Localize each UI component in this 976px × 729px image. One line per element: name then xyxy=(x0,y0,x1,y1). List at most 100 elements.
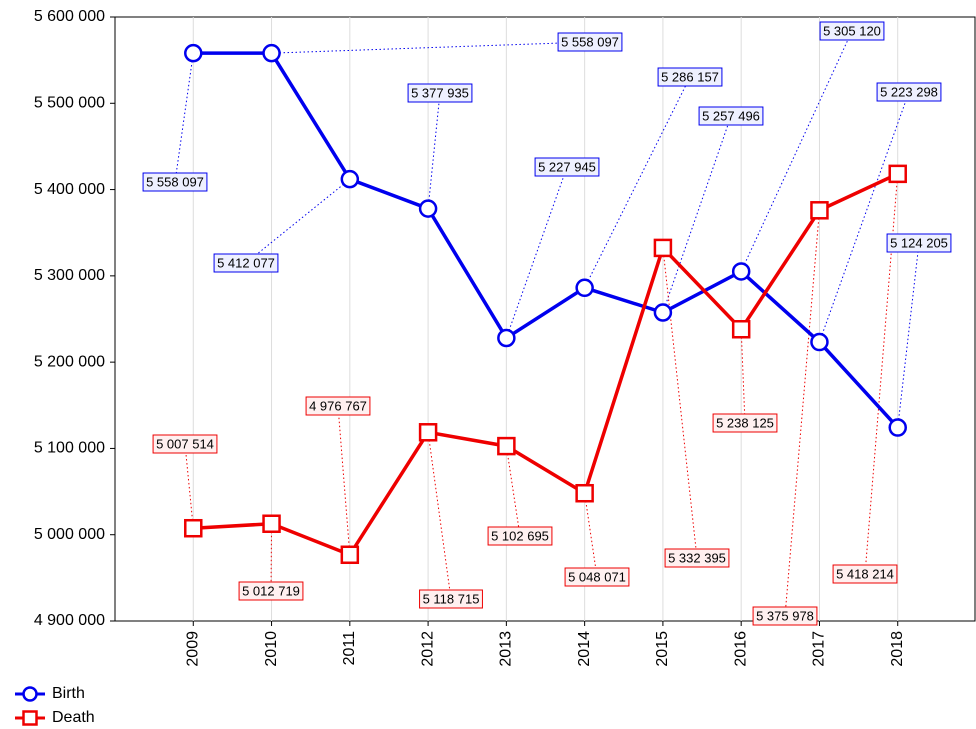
point xyxy=(340,545,360,565)
y-tick-label: 5 200 000 xyxy=(34,353,105,370)
value-label: 5 305 120 xyxy=(823,23,881,38)
point xyxy=(184,518,203,538)
point xyxy=(418,423,438,442)
value-label-box xyxy=(819,21,885,41)
point xyxy=(497,436,516,456)
legend-marker xyxy=(22,710,38,726)
x-tick-label: 2010 xyxy=(263,631,280,667)
point xyxy=(810,201,829,220)
y-tick-label: 5 100 000 xyxy=(34,440,105,457)
x-tick-label: 2013 xyxy=(498,631,515,667)
series-line xyxy=(193,51,900,429)
leader-line xyxy=(740,30,853,272)
x-tick-label: 2017 xyxy=(811,631,828,667)
leader-line xyxy=(505,446,521,537)
leader-line xyxy=(427,432,452,600)
value-label-box xyxy=(152,434,218,454)
leader-line xyxy=(818,91,910,343)
y-tick-label: 4 900 000 xyxy=(34,612,105,629)
value-label-box xyxy=(557,32,623,52)
value-label-box xyxy=(664,548,730,568)
value-label-box xyxy=(712,413,778,433)
value-label-box xyxy=(876,82,942,102)
point xyxy=(575,483,594,503)
point xyxy=(888,164,907,184)
value-label: 5 102 695 xyxy=(491,528,549,543)
value-label-box xyxy=(487,526,553,546)
point xyxy=(184,43,203,63)
value-label: 5 007 514 xyxy=(156,436,214,451)
value-label-box xyxy=(657,67,723,87)
value-label-box xyxy=(142,172,208,192)
point xyxy=(262,43,281,63)
value-label: 5 375 978 xyxy=(756,608,814,623)
value-label-box xyxy=(564,567,630,587)
x-tick-label: 2009 xyxy=(184,631,201,667)
plot-frame xyxy=(114,16,976,622)
x-tick-label: 2016 xyxy=(732,631,749,667)
value-label-box xyxy=(752,606,818,626)
value-label: 5 418 214 xyxy=(836,566,894,581)
value-label: 5 238 125 xyxy=(716,415,774,430)
value-label-box xyxy=(534,157,600,177)
value-label-box xyxy=(305,396,371,416)
leader-line xyxy=(427,92,441,209)
point xyxy=(262,514,281,533)
legend-label: Birth xyxy=(52,685,85,702)
y-tick-label: 5 500 000 xyxy=(34,95,105,112)
value-label-box xyxy=(407,83,473,103)
value-label: 5 118 715 xyxy=(423,591,480,606)
value-label-box xyxy=(419,589,483,609)
point xyxy=(653,303,673,322)
value-label-box xyxy=(832,564,898,584)
value-label: 5 124 205 xyxy=(890,235,948,250)
leaders xyxy=(174,30,920,617)
y-tick-label: 5 400 000 xyxy=(34,181,105,198)
leader-line xyxy=(174,53,194,183)
value-label: 5 223 298 xyxy=(880,84,938,99)
leader-line xyxy=(864,173,899,575)
leader-line xyxy=(337,405,351,555)
y-tick-label: 5 600 000 xyxy=(34,8,105,25)
y-tick-label: 5 300 000 xyxy=(34,267,105,284)
x-tick-label: 2011 xyxy=(341,631,358,666)
value-label: 5 286 157 xyxy=(661,69,719,84)
value-labels: 5 558 097 5 558 097 5 412 077 5 377 935 5 22… xyxy=(142,21,952,626)
point xyxy=(497,328,516,348)
point xyxy=(810,332,829,352)
value-label: 5 012 719 xyxy=(242,583,300,598)
value-label: 5 558 097 xyxy=(561,34,619,49)
value-label-box xyxy=(886,233,952,253)
lines xyxy=(184,43,907,565)
value-label: 5 377 935 xyxy=(411,85,469,100)
point xyxy=(340,169,360,189)
value-label: 5 558 097 xyxy=(146,174,204,189)
value-label-box xyxy=(238,581,304,601)
x-tick-label: 2014 xyxy=(576,631,593,667)
value-label-box xyxy=(213,253,279,273)
value-label: 5 227 945 xyxy=(538,159,596,174)
leader-line xyxy=(662,115,732,313)
legend-label: Death xyxy=(52,709,95,726)
leader-line xyxy=(270,523,273,592)
point xyxy=(575,278,594,298)
leader-line xyxy=(897,242,920,428)
value-label: 5 048 071 xyxy=(568,569,626,584)
point xyxy=(653,238,673,258)
leader-line xyxy=(271,41,591,54)
value-label-box xyxy=(698,106,764,126)
series-line xyxy=(193,172,899,557)
x-tick-label: 2018 xyxy=(889,631,906,667)
point xyxy=(731,319,751,339)
value-label: 4 976 767 xyxy=(309,398,367,413)
point xyxy=(731,262,751,281)
legend-marker xyxy=(22,686,38,702)
y-tick-label: 5 000 000 xyxy=(34,526,105,543)
x-tick-label: 2015 xyxy=(654,631,671,667)
value-label: 5 257 496 xyxy=(702,108,760,123)
x-tick-label: 2012 xyxy=(419,631,436,667)
leader-line xyxy=(584,76,691,289)
value-label: 5 412 077 xyxy=(217,255,275,270)
point xyxy=(888,418,907,437)
